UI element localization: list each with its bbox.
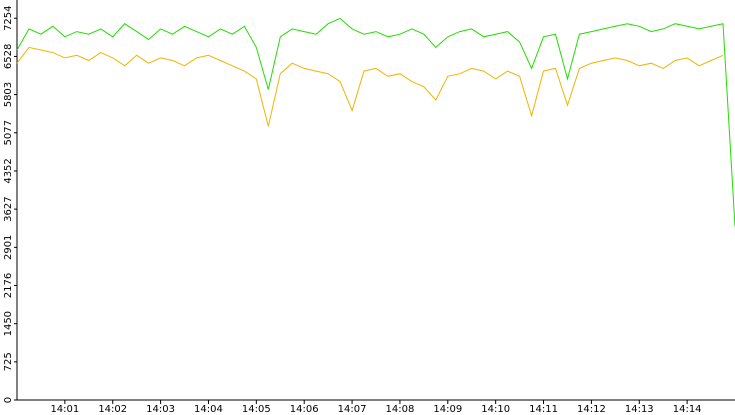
- y-tick-label: 6528: [3, 44, 14, 69]
- x-tick-label: 14:02: [98, 404, 127, 415]
- x-tick-label: 14:01: [50, 404, 79, 415]
- y-tick-label: 5803: [3, 82, 14, 107]
- x-tick-label: 14:04: [194, 404, 223, 415]
- x-tick-label: 14:10: [481, 404, 510, 415]
- x-tick-label: 14:07: [338, 404, 367, 415]
- x-tick-label: 14:03: [146, 404, 175, 415]
- y-tick-label: 0: [3, 397, 14, 403]
- y-tick-label: 4352: [3, 158, 14, 183]
- y-tick-label: 2176: [3, 273, 14, 298]
- y-tick-label: 2901: [3, 235, 14, 260]
- series-line: [16, 46, 724, 127]
- y-tick-label: 7254: [3, 5, 14, 30]
- series-line: [16, 17, 735, 227]
- x-tick-label: 14:09: [433, 404, 462, 415]
- y-tick-label: 1450: [3, 311, 14, 336]
- y-tick-label: 725: [3, 352, 14, 371]
- x-tick-label: 14:05: [242, 404, 271, 415]
- x-tick-label: 14:14: [673, 404, 702, 415]
- y-tick-label: 5077: [3, 120, 14, 145]
- y-tick-label: 3627: [3, 196, 14, 221]
- x-tick-label: 14:08: [386, 404, 415, 415]
- x-tick-label: 14:12: [577, 404, 606, 415]
- x-tick-label: 14:13: [625, 404, 654, 415]
- x-tick-label: 14:11: [529, 404, 558, 415]
- x-tick-label: 14:06: [290, 404, 319, 415]
